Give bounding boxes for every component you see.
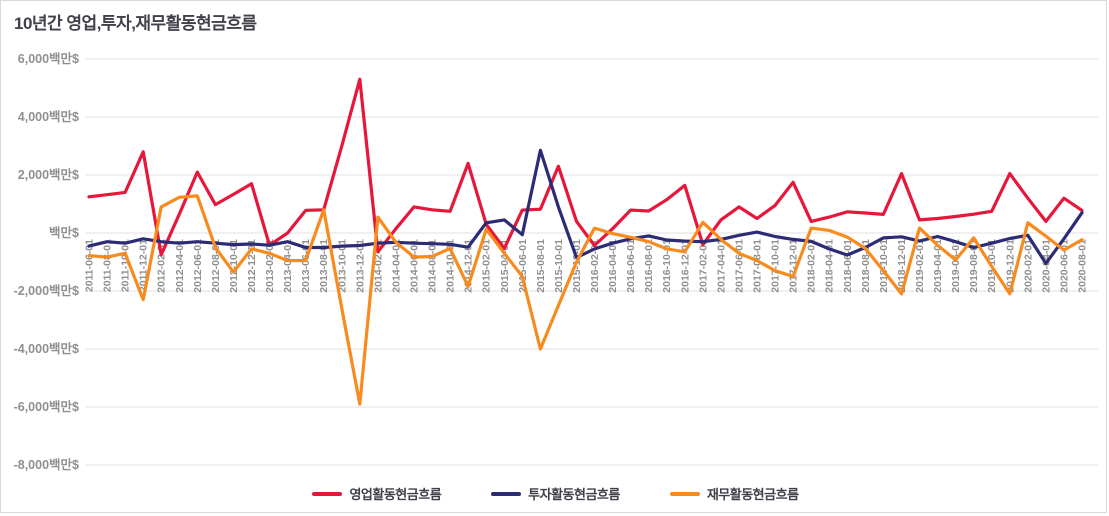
x-axis-tick-label: 2014-06-01 bbox=[408, 239, 420, 293]
legend: 영업활동현금흐름 투자활동현금흐름 재무활동현금흐름 bbox=[1, 484, 1109, 503]
x-axis-tick-label: 2018-02-01 bbox=[806, 239, 818, 293]
legend-marker-operating bbox=[312, 491, 343, 496]
x-axis-tick-label: 2018-12-01 bbox=[896, 239, 908, 293]
x-axis-tick-label: 2011-12-01 bbox=[138, 239, 150, 292]
x-axis-tick-label: 2014-04-01 bbox=[390, 239, 402, 293]
x-axis-tick-label: 2017-08-01 bbox=[752, 239, 764, 293]
x-axis-tick-label: 2011-10-01 bbox=[120, 239, 132, 292]
y-axis-tick-label: -2,000백만$ bbox=[14, 283, 79, 298]
x-axis-tick-label: 2013-10-01 bbox=[336, 239, 348, 293]
x-axis-tick-label: 2012-04-01 bbox=[174, 239, 186, 293]
x-axis-tick-label: 2016-08-01 bbox=[643, 239, 655, 293]
x-axis-tick-label: 2020-08-01 bbox=[1077, 239, 1089, 293]
x-axis-tick-label: 2018-06-01 bbox=[842, 239, 854, 293]
x-axis-tick-label: 2017-12-01 bbox=[788, 239, 800, 293]
legend-item-financing[interactable]: 재무활동현금흐름 bbox=[669, 484, 799, 503]
x-axis-tick-label: 2016-02-01 bbox=[589, 239, 601, 293]
series-line-financing bbox=[87, 194, 1084, 406]
x-axis-tick-label: 2012-06-01 bbox=[192, 239, 204, 293]
x-axis-tick-label: 2016-06-01 bbox=[625, 239, 637, 293]
y-axis-tick-label: -8,000백만$ bbox=[14, 457, 79, 472]
x-axis-tick-label: 2015-06-01 bbox=[517, 239, 529, 293]
x-axis-tick-label: 2020-06-01 bbox=[1058, 239, 1070, 293]
x-axis-tick-label: 2015-02-01 bbox=[481, 239, 493, 293]
x-axis-tick-label: 2017-02-01 bbox=[697, 239, 709, 293]
legend-marker-financing bbox=[669, 491, 700, 496]
y-axis-tick-label: 백만$ bbox=[49, 225, 79, 240]
x-axis-tick-label: 2017-04-01 bbox=[715, 239, 727, 293]
x-axis-tick-label: 2013-08-01 bbox=[318, 239, 330, 293]
x-axis-tick-label: 2019-06-01 bbox=[950, 239, 962, 293]
legend-label-financing: 재무활동현금흐름 bbox=[706, 487, 799, 502]
legend-item-operating[interactable]: 영업활동현금흐름 bbox=[312, 484, 442, 503]
y-axis-tick-label: -6,000백만$ bbox=[14, 399, 79, 414]
x-axis-tick-label: 2018-04-01 bbox=[824, 239, 836, 293]
x-axis-tick-label: 2019-12-01 bbox=[1004, 239, 1016, 293]
x-axis-tick-label: 2013-12-01 bbox=[354, 239, 366, 293]
x-axis-tick-label: 2017-10-01 bbox=[770, 239, 782, 293]
x-axis-tick-label: 2019-02-01 bbox=[914, 239, 926, 293]
y-axis-tick-label: 4,000백만$ bbox=[18, 109, 79, 124]
x-axis-tick-label: 2012-12-01 bbox=[246, 239, 258, 293]
y-axis-tick-label: 6,000백만$ bbox=[18, 51, 79, 66]
series-line-operating bbox=[87, 77, 1084, 257]
legend-label-operating: 영업활동현금흐름 bbox=[349, 487, 442, 502]
x-axis-tick-label: 2020-02-01 bbox=[1022, 239, 1034, 293]
x-axis-tick-label: 2013-04-01 bbox=[282, 239, 294, 293]
x-axis-tick-label: 2016-10-01 bbox=[661, 239, 673, 293]
x-axis-tick-label: 2018-10-01 bbox=[878, 239, 890, 293]
x-axis-tick-label: 2019-08-01 bbox=[968, 239, 980, 293]
x-axis-tick-label: 2015-10-01 bbox=[553, 239, 565, 293]
x-axis-tick-label: 2011-06-01 bbox=[84, 239, 96, 292]
x-axis-tick-label: 2019-04-01 bbox=[932, 239, 944, 293]
x-axis-tick-label: 2011-08-01 bbox=[102, 239, 114, 292]
x-axis-tick-label: 2020-04-01 bbox=[1040, 239, 1052, 293]
x-axis-tick-label: 2013-02-01 bbox=[264, 239, 276, 293]
y-axis-tick-label: 2,000백만$ bbox=[18, 167, 79, 182]
chart-title: 10년간 영업,투자,재무활동현금흐름 bbox=[14, 14, 257, 33]
legend-label-investing: 투자활동현금흐름 bbox=[528, 487, 620, 502]
x-axis-tick-label: 2012-10-01 bbox=[228, 239, 240, 293]
x-axis-tick-label: 2012-02-01 bbox=[156, 239, 168, 293]
y-axis-tick-label: -4,000백만$ bbox=[14, 341, 79, 356]
x-axis-tick-label: 2014-08-01 bbox=[427, 239, 439, 293]
x-axis-tick-label: 2015-08-01 bbox=[535, 239, 547, 293]
legend-item-investing[interactable]: 투자활동현금흐름 bbox=[491, 484, 620, 503]
legend-marker-investing bbox=[491, 491, 522, 496]
x-axis-tick-label: 2017-06-01 bbox=[733, 239, 745, 293]
x-axis-tick-label: 2016-04-01 bbox=[607, 239, 619, 293]
